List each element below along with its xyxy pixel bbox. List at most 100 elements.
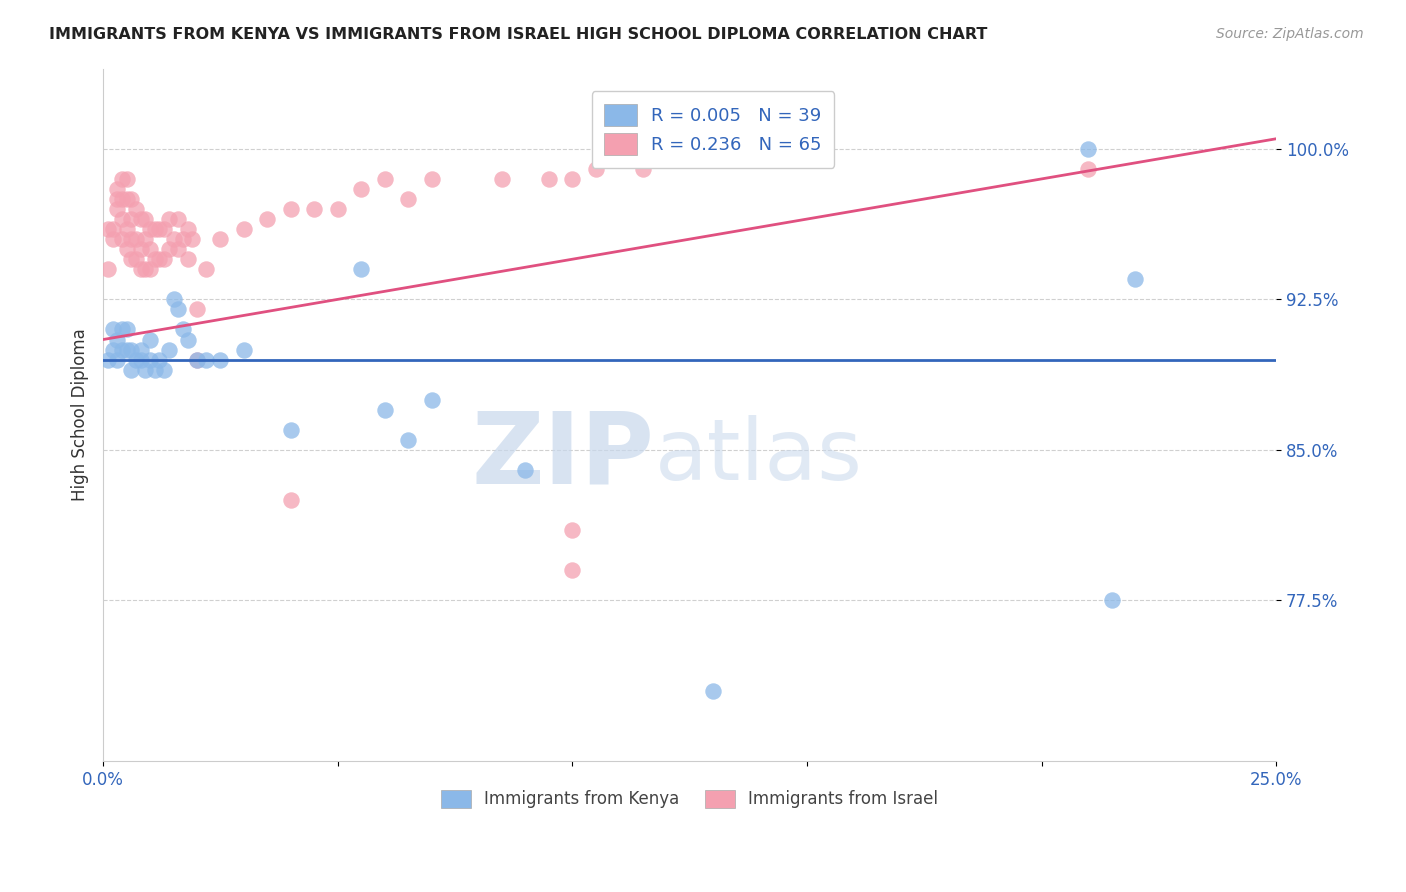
- Point: [515, 463, 537, 477]
- Point: [232, 343, 254, 357]
- Point: [120, 212, 142, 227]
- Point: [111, 192, 134, 206]
- Point: [115, 343, 138, 357]
- Point: [1077, 161, 1099, 176]
- Legend: Immigrants from Kenya, Immigrants from Israel: Immigrants from Kenya, Immigrants from I…: [434, 783, 945, 815]
- Point: [148, 222, 170, 236]
- Point: [139, 352, 162, 367]
- Point: [396, 192, 419, 206]
- Point: [420, 172, 443, 186]
- Text: atlas: atlas: [654, 415, 862, 498]
- Point: [702, 683, 724, 698]
- Point: [172, 232, 194, 246]
- Point: [176, 252, 198, 267]
- Point: [1123, 272, 1146, 286]
- Point: [181, 232, 204, 246]
- Point: [120, 232, 142, 246]
- Point: [120, 252, 142, 267]
- Point: [105, 352, 128, 367]
- Point: [115, 192, 138, 206]
- Point: [256, 212, 278, 227]
- Point: [1077, 142, 1099, 156]
- Point: [280, 423, 302, 437]
- Point: [101, 222, 124, 236]
- Point: [97, 262, 120, 277]
- Point: [157, 212, 180, 227]
- Point: [120, 362, 142, 376]
- Point: [585, 161, 607, 176]
- Point: [125, 202, 148, 216]
- Point: [129, 212, 152, 227]
- Point: [631, 161, 654, 176]
- Point: [101, 322, 124, 336]
- Point: [186, 302, 208, 317]
- Point: [97, 352, 120, 367]
- Point: [420, 392, 443, 407]
- Point: [115, 322, 138, 336]
- Point: [148, 252, 170, 267]
- Point: [162, 232, 184, 246]
- Point: [143, 362, 166, 376]
- Point: [134, 262, 156, 277]
- Point: [139, 222, 162, 236]
- Point: [491, 172, 513, 186]
- Point: [105, 182, 128, 196]
- Point: [111, 343, 134, 357]
- Text: IMMIGRANTS FROM KENYA VS IMMIGRANTS FROM ISRAEL HIGH SCHOOL DIPLOMA CORRELATION : IMMIGRANTS FROM KENYA VS IMMIGRANTS FROM…: [49, 27, 987, 42]
- Point: [105, 192, 128, 206]
- Point: [209, 232, 232, 246]
- Point: [125, 232, 148, 246]
- Point: [143, 222, 166, 236]
- Point: [176, 333, 198, 347]
- Point: [176, 222, 198, 236]
- Point: [195, 262, 218, 277]
- Point: [115, 172, 138, 186]
- Point: [167, 302, 190, 317]
- Point: [105, 333, 128, 347]
- Point: [304, 202, 326, 216]
- Point: [143, 252, 166, 267]
- Point: [326, 202, 349, 216]
- Point: [134, 232, 156, 246]
- Point: [101, 232, 124, 246]
- Point: [186, 352, 208, 367]
- Point: [157, 343, 180, 357]
- Point: [561, 172, 583, 186]
- Point: [537, 172, 560, 186]
- Point: [350, 262, 373, 277]
- Point: [561, 563, 583, 577]
- Point: [167, 242, 190, 256]
- Point: [157, 242, 180, 256]
- Point: [111, 172, 134, 186]
- Text: ZIP: ZIP: [471, 408, 654, 505]
- Point: [115, 222, 138, 236]
- Point: [172, 322, 194, 336]
- Point: [1101, 593, 1123, 607]
- Point: [111, 212, 134, 227]
- Point: [350, 182, 373, 196]
- Point: [125, 352, 148, 367]
- Point: [280, 493, 302, 508]
- Point: [153, 252, 176, 267]
- Point: [396, 433, 419, 447]
- Point: [153, 362, 176, 376]
- Point: [232, 222, 254, 236]
- Point: [101, 343, 124, 357]
- Point: [120, 343, 142, 357]
- Point: [162, 293, 184, 307]
- Point: [195, 352, 218, 367]
- Point: [111, 322, 134, 336]
- Point: [129, 262, 152, 277]
- Point: [167, 212, 190, 227]
- Point: [561, 523, 583, 537]
- Point: [153, 222, 176, 236]
- Point: [134, 212, 156, 227]
- Point: [134, 362, 156, 376]
- Point: [115, 242, 138, 256]
- Point: [105, 202, 128, 216]
- Text: Source: ZipAtlas.com: Source: ZipAtlas.com: [1216, 27, 1364, 41]
- Point: [129, 343, 152, 357]
- Point: [139, 333, 162, 347]
- Point: [129, 352, 152, 367]
- Point: [125, 252, 148, 267]
